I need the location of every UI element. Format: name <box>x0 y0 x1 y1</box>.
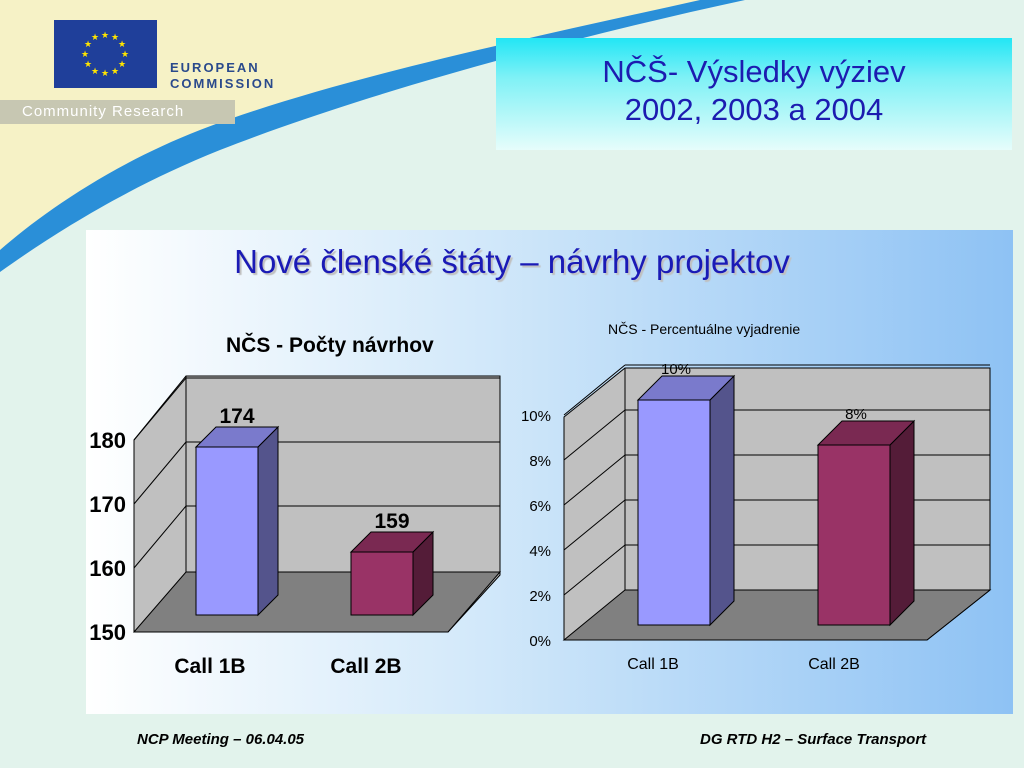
svg-text:★: ★ <box>118 39 126 49</box>
x-category-label: Call 1B <box>174 655 245 678</box>
x-category-label: Call 1B <box>627 656 679 673</box>
slide-title-line1: NČŠ- Výsledky výziev <box>602 54 906 89</box>
y-tick-label: 4% <box>529 543 551 560</box>
bar-top <box>816 420 916 446</box>
footer-department: DG RTD H2 – Surface Transport <box>700 731 927 748</box>
svg-text:★: ★ <box>118 59 126 69</box>
percentage-chart: 10% 8% NČS - Percentuálne vyjadrenie 0% 2%… <box>521 321 992 673</box>
division-label: Community Research <box>22 103 185 120</box>
y-tick-label: 10% <box>521 408 551 425</box>
bar-side <box>889 419 915 627</box>
eu-flag-logo: ★ ★ ★ ★ ★ ★ ★ ★ ★ ★ ★ ★ <box>54 20 157 88</box>
svg-text:★: ★ <box>91 32 99 42</box>
org-name-line2: COMMISSION <box>170 76 276 91</box>
bar-side <box>709 374 735 627</box>
data-label: 10% <box>661 361 691 378</box>
svg-text:★: ★ <box>101 30 109 40</box>
bar-side <box>257 425 279 617</box>
svg-text:★: ★ <box>84 59 92 69</box>
bar-call-1b <box>637 399 711 626</box>
svg-text:★: ★ <box>91 66 99 76</box>
footer-meeting: NCP Meeting – 06.04.05 <box>137 731 305 748</box>
gridline-side <box>563 409 626 461</box>
chart2-floor <box>562 589 992 641</box>
gridline-side <box>563 544 626 596</box>
svg-text:★: ★ <box>84 39 92 49</box>
org-name-line1: EUROPEAN <box>170 60 260 75</box>
svg-text:★: ★ <box>111 32 119 42</box>
y-tick-label: 2% <box>529 588 551 605</box>
chart2-title: NČS - Percentuálne vyjadrenie <box>608 321 800 337</box>
bar-call-2b <box>350 551 414 616</box>
eu-stars-icon: ★ ★★ ★★★ ★★★ ★★★ <box>81 30 129 78</box>
data-label: 8% <box>845 406 867 423</box>
chart1-floor <box>132 571 502 633</box>
y-tick-label: 8% <box>529 453 551 470</box>
y-tick-label: 180 <box>89 428 126 453</box>
y-tick-label: 6% <box>529 498 551 515</box>
y-tick-label: 150 <box>89 620 126 645</box>
svg-text:★: ★ <box>111 66 119 76</box>
panel-title: Nové členské štáty – návrhy projektov <box>234 243 790 280</box>
data-label: 159 <box>374 510 409 533</box>
y-tick-label: 160 <box>89 556 126 581</box>
x-category-label: Call 2B <box>808 656 860 673</box>
y-tick-label: 0% <box>529 633 551 650</box>
bar-top <box>194 426 280 448</box>
svg-text:★: ★ <box>101 68 109 78</box>
slide-title-box: NČŠ- Výsledky výziev 2002, 2003 a 2004 <box>496 38 1012 150</box>
slide-title-line2: 2002, 2003 a 2004 <box>624 92 884 127</box>
data-label: 174 <box>219 405 254 428</box>
bar-call-2b <box>817 444 891 626</box>
gridline-side <box>563 364 626 416</box>
y-tick-label: 170 <box>89 492 126 517</box>
bar-top <box>349 531 435 553</box>
gridline-side <box>563 454 626 506</box>
chart1-title: NČS - Počty návrhov <box>226 333 434 357</box>
bar-top <box>636 375 736 401</box>
gridline-side <box>133 377 187 441</box>
svg-text:★: ★ <box>121 49 129 59</box>
bar-call-1b <box>195 446 259 616</box>
x-category-label: Call 2B <box>330 655 401 678</box>
gridline-side <box>563 499 626 551</box>
org-name: EUROPEAN COMMISSION <box>170 60 275 92</box>
gridline-side <box>133 441 187 505</box>
svg-text:★: ★ <box>81 49 89 59</box>
gridline-side <box>133 505 187 569</box>
